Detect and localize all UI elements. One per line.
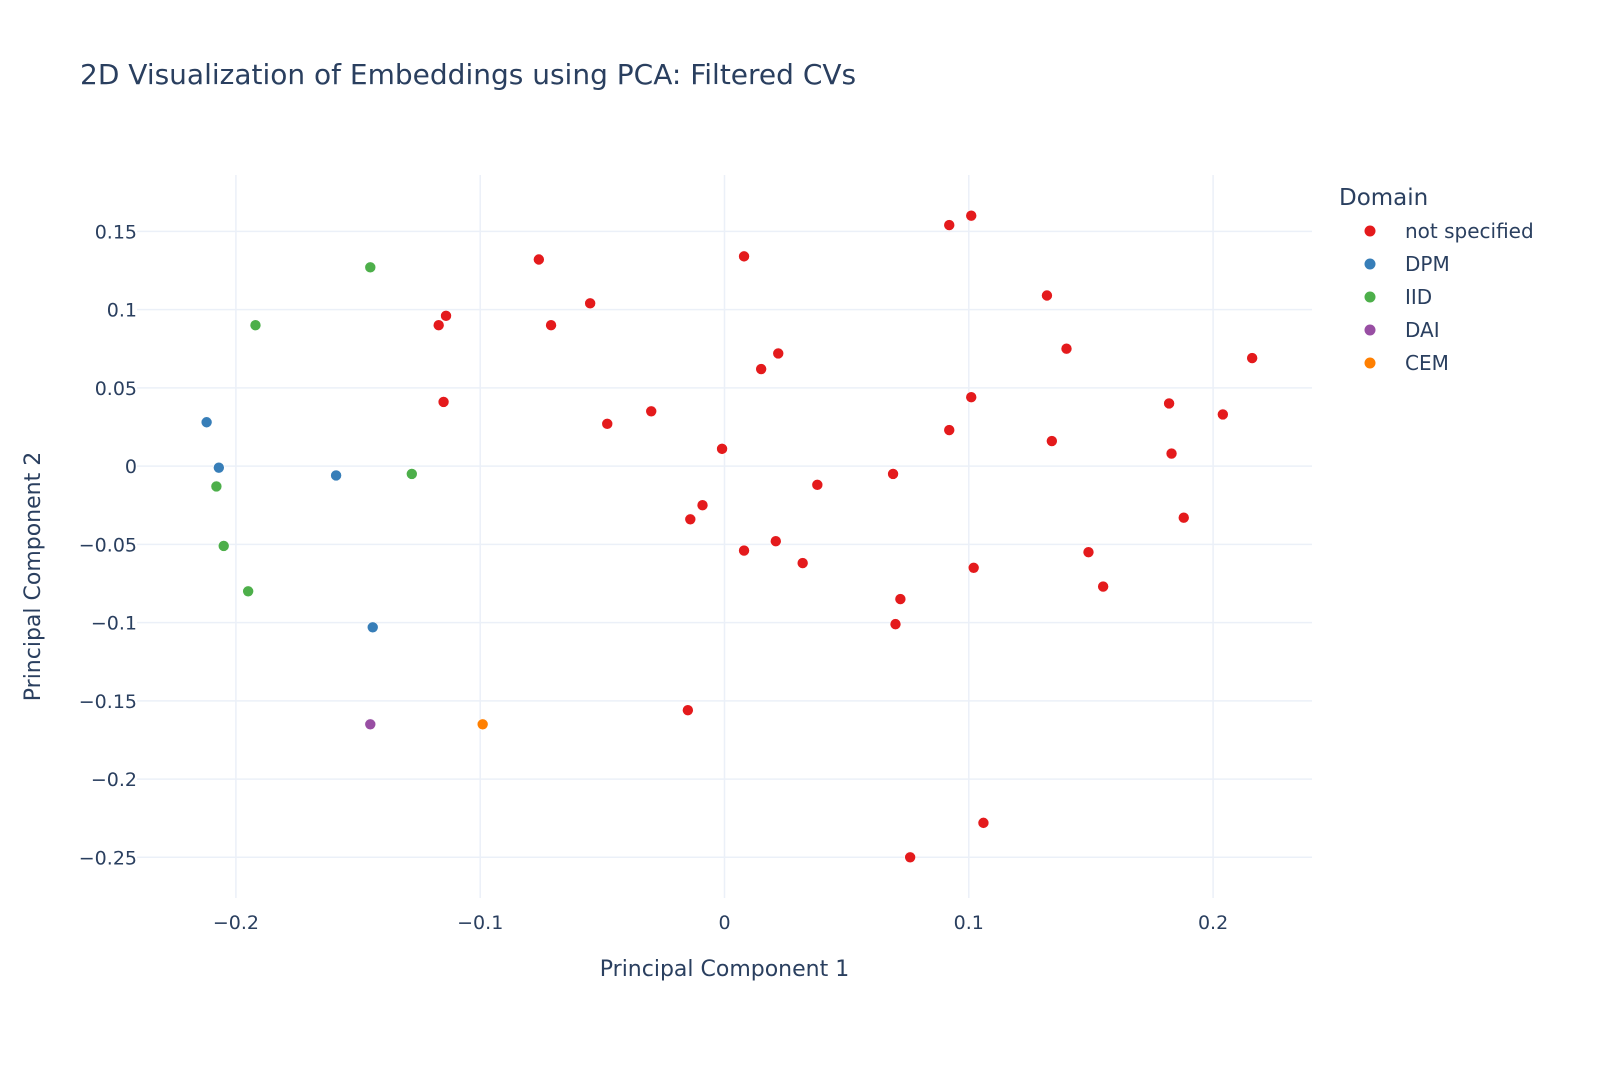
legend-item-label: IID (1405, 285, 1432, 309)
y-tick-label: −0.2 (91, 769, 137, 791)
data-point (738, 250, 750, 263)
data-point (684, 513, 697, 526)
data-point (738, 544, 750, 557)
data-point (894, 593, 907, 605)
legend-marker (1364, 324, 1376, 336)
y-tick-label: −0.15 (79, 691, 137, 713)
legend-title: Domain (1339, 185, 1428, 211)
y-tick-label: −0.25 (79, 847, 137, 869)
data-point (1163, 397, 1175, 410)
x-tick-labels: −0.2 −0.1 0 0.1 0.2 (213, 912, 1228, 934)
legend-marker (1364, 357, 1376, 369)
legend-marker (1364, 225, 1376, 237)
data-point (769, 535, 782, 547)
data-point (965, 391, 978, 404)
data-point (1082, 546, 1095, 558)
x-tick-label: 0.2 (1198, 912, 1228, 934)
data-point (366, 621, 379, 634)
data-point (889, 618, 902, 630)
legend-item-label: not specified (1405, 219, 1534, 243)
legend-item-label: DPM (1405, 252, 1450, 276)
data-point (440, 310, 452, 322)
y-tick-label: 0.05 (95, 378, 137, 400)
x-tick-label: 0.1 (954, 912, 984, 934)
data-point (696, 499, 709, 512)
data-point (1060, 342, 1073, 355)
data-point (533, 253, 545, 266)
data-point (432, 319, 445, 332)
y-tick-label: −0.1 (91, 613, 137, 635)
data-point (796, 557, 809, 569)
x-gridlines (235, 175, 1214, 898)
legend-marker (1364, 291, 1376, 303)
data-point (943, 219, 956, 231)
data-point (904, 851, 916, 864)
data-point (682, 704, 694, 717)
chart-title: 2D Visualization of Embeddings using PCA… (80, 58, 857, 91)
legend-item-label: DAI (1405, 318, 1440, 342)
data-point (476, 718, 489, 731)
data-point (967, 561, 980, 574)
data-point (601, 418, 614, 430)
data-point (943, 424, 956, 436)
data-point (242, 585, 254, 598)
data-point (811, 479, 824, 491)
legend-item-label: CEM (1405, 351, 1449, 375)
y-gridlines (137, 230, 1312, 859)
data-point (755, 363, 767, 375)
data-point (406, 468, 418, 480)
y-tick-labels: 0.15 0.1 0.05 0 −0.05 −0.1 −0.15 −0.2 −0.25 (79, 221, 137, 869)
legend-marker (1364, 258, 1376, 270)
data-point (716, 443, 728, 455)
data-point (200, 416, 213, 429)
data-point (364, 261, 377, 274)
data-point (584, 297, 596, 310)
data-point (965, 209, 978, 222)
x-tick-label: 0 (718, 912, 730, 934)
data-point (887, 468, 899, 480)
data-point (1177, 511, 1190, 524)
y-axis-title: Principal Component 2 (21, 452, 46, 701)
legend: Domain not specified DPM IID DAI CEM (1339, 185, 1534, 375)
y-tick-label: −0.05 (79, 534, 137, 556)
data-point (437, 396, 450, 408)
data-point (330, 469, 342, 482)
data-points (200, 209, 1258, 864)
data-point (1046, 435, 1058, 447)
data-point (977, 817, 990, 829)
data-point (545, 319, 557, 332)
data-point (772, 347, 785, 360)
data-point (249, 319, 262, 332)
data-point (210, 480, 223, 493)
x-axis-title: Principal Component 1 (600, 957, 849, 982)
data-point (1165, 447, 1178, 460)
data-point (645, 405, 658, 418)
x-tick-label: −0.2 (213, 912, 259, 934)
data-point (217, 540, 230, 552)
data-point (1097, 580, 1109, 593)
data-point (364, 718, 377, 731)
data-point (1217, 408, 1229, 421)
y-tick-label: 0.15 (95, 221, 137, 243)
data-point (213, 461, 225, 474)
y-tick-label: 0.1 (107, 300, 137, 322)
x-tick-label: −0.1 (457, 912, 503, 934)
data-point (1041, 289, 1053, 302)
data-point (1246, 352, 1258, 364)
y-tick-label: 0 (125, 456, 137, 478)
